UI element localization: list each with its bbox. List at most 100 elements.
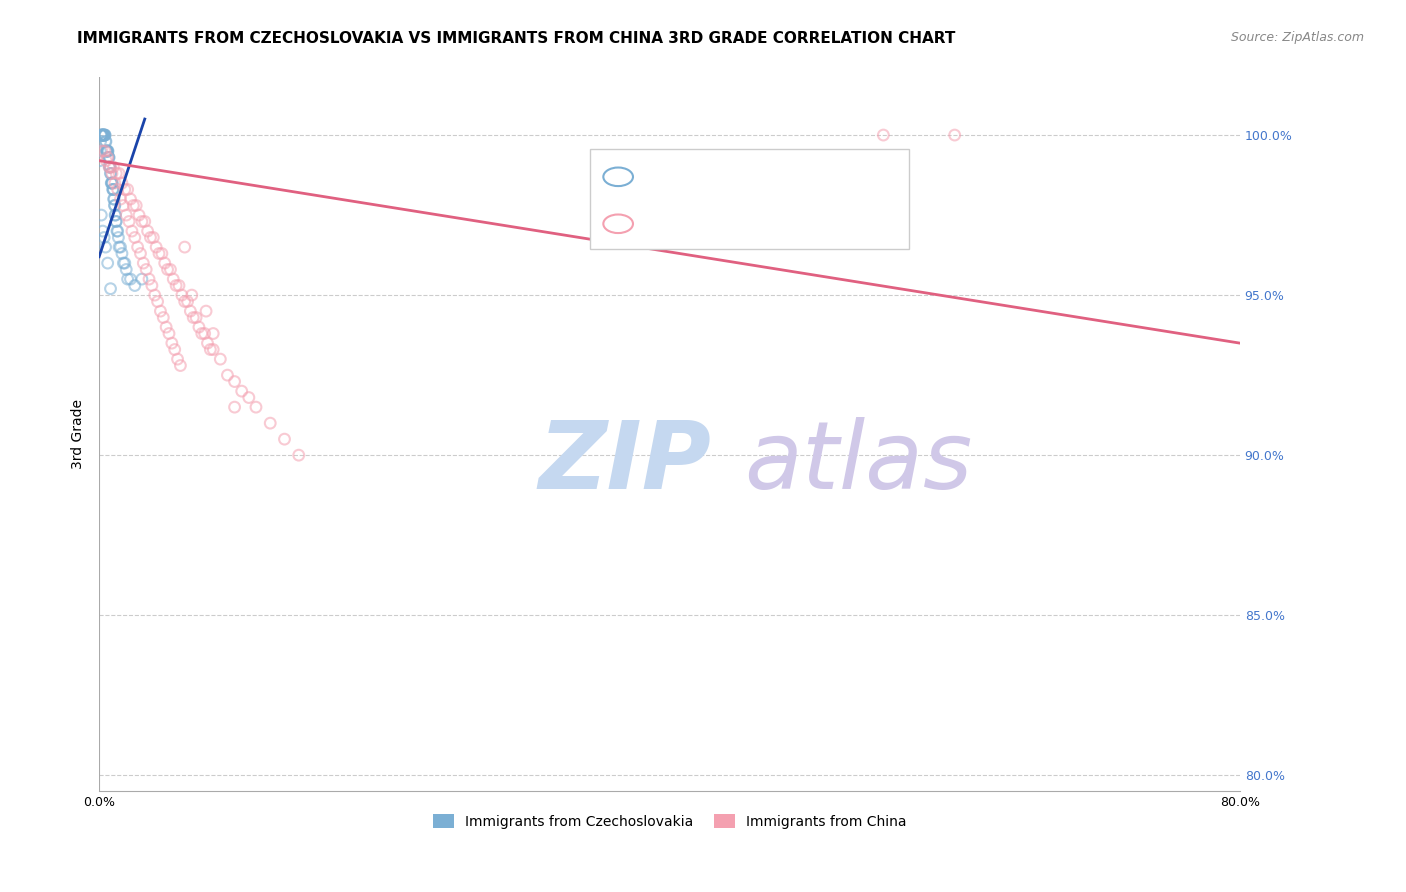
Point	[122, 198, 145, 212]
Point	[98, 151, 121, 165]
Point	[134, 214, 156, 228]
Point	[101, 176, 124, 190]
Point	[146, 294, 169, 309]
Point	[90, 128, 112, 142]
Point	[125, 198, 148, 212]
Point	[108, 166, 131, 180]
Point	[98, 160, 121, 174]
Point	[118, 214, 141, 228]
Point	[100, 282, 122, 296]
Point	[91, 128, 114, 142]
Point	[145, 240, 167, 254]
Point	[129, 246, 152, 260]
Point	[179, 304, 201, 318]
Point	[91, 128, 114, 142]
Point	[115, 262, 138, 277]
Text: R =  0.410    N = 66: R = 0.410 N = 66	[652, 169, 807, 185]
Point	[100, 176, 122, 190]
Point	[98, 160, 121, 174]
Legend: Immigrants from Czechoslovakia, Immigrants from China: Immigrants from Czechoslovakia, Immigran…	[427, 808, 911, 834]
Y-axis label: 3rd Grade: 3rd Grade	[72, 400, 86, 469]
Point	[166, 352, 188, 367]
Text: R = -0.255    N = 83: R = -0.255 N = 83	[652, 216, 807, 231]
Point	[90, 135, 112, 149]
Point	[104, 198, 127, 212]
Point	[197, 336, 219, 351]
Text: IMMIGRANTS FROM CZECHOSLOVAKIA VS IMMIGRANTS FROM CHINA 3RD GRADE CORRELATION CH: IMMIGRANTS FROM CZECHOSLOVAKIA VS IMMIGR…	[77, 31, 956, 46]
Point	[124, 278, 146, 293]
Point	[103, 182, 125, 196]
Point	[160, 336, 183, 351]
Point	[110, 192, 132, 206]
Point	[112, 198, 135, 212]
Point	[163, 343, 186, 357]
Point	[103, 160, 125, 174]
Point	[98, 160, 121, 174]
Point	[90, 208, 112, 222]
Point	[104, 214, 127, 228]
Point	[98, 160, 121, 174]
Point	[101, 182, 124, 196]
Point	[108, 240, 131, 254]
Point	[224, 375, 246, 389]
Point	[100, 166, 122, 180]
Point	[105, 224, 128, 238]
Point	[110, 240, 132, 254]
Point	[132, 256, 155, 270]
Point	[97, 256, 120, 270]
Text: Source: ZipAtlas.com: Source: ZipAtlas.com	[1230, 31, 1364, 45]
Point	[127, 240, 149, 254]
Point	[238, 391, 260, 405]
Point	[169, 359, 191, 373]
Point	[173, 240, 195, 254]
Point	[105, 166, 128, 180]
Point	[162, 272, 184, 286]
Point	[136, 224, 159, 238]
Point	[107, 224, 129, 238]
Point	[93, 128, 115, 142]
Point	[150, 246, 173, 260]
Point	[155, 320, 177, 334]
Point	[121, 224, 143, 238]
Point	[120, 192, 142, 206]
FancyBboxPatch shape	[589, 149, 910, 249]
Point	[194, 326, 217, 341]
Point	[187, 320, 209, 334]
Point	[89, 153, 111, 168]
Point	[101, 182, 124, 196]
Point	[153, 256, 176, 270]
Point	[115, 208, 138, 222]
Point	[209, 352, 232, 367]
Point	[101, 176, 124, 190]
Point	[104, 208, 127, 222]
Point	[200, 343, 222, 357]
Point	[170, 288, 193, 302]
Point	[872, 128, 894, 142]
Point	[149, 304, 172, 318]
Point	[217, 368, 239, 383]
Point	[103, 198, 125, 212]
Point	[100, 176, 122, 190]
Point	[141, 278, 163, 293]
Point	[105, 214, 128, 228]
Point	[107, 230, 129, 244]
Point	[97, 144, 120, 158]
Point	[231, 384, 253, 398]
Point	[90, 128, 112, 142]
Point	[273, 432, 295, 446]
Point	[94, 240, 117, 254]
Point	[96, 144, 118, 158]
Point	[94, 128, 117, 142]
Point	[159, 262, 181, 277]
Point	[143, 288, 166, 302]
Point	[93, 128, 115, 142]
Point	[117, 272, 139, 286]
Point	[103, 192, 125, 206]
Point	[91, 144, 114, 158]
Point	[245, 400, 267, 414]
Point	[96, 144, 118, 158]
Point	[93, 230, 115, 244]
Point	[91, 224, 114, 238]
Point	[114, 182, 136, 196]
Point	[131, 214, 153, 228]
